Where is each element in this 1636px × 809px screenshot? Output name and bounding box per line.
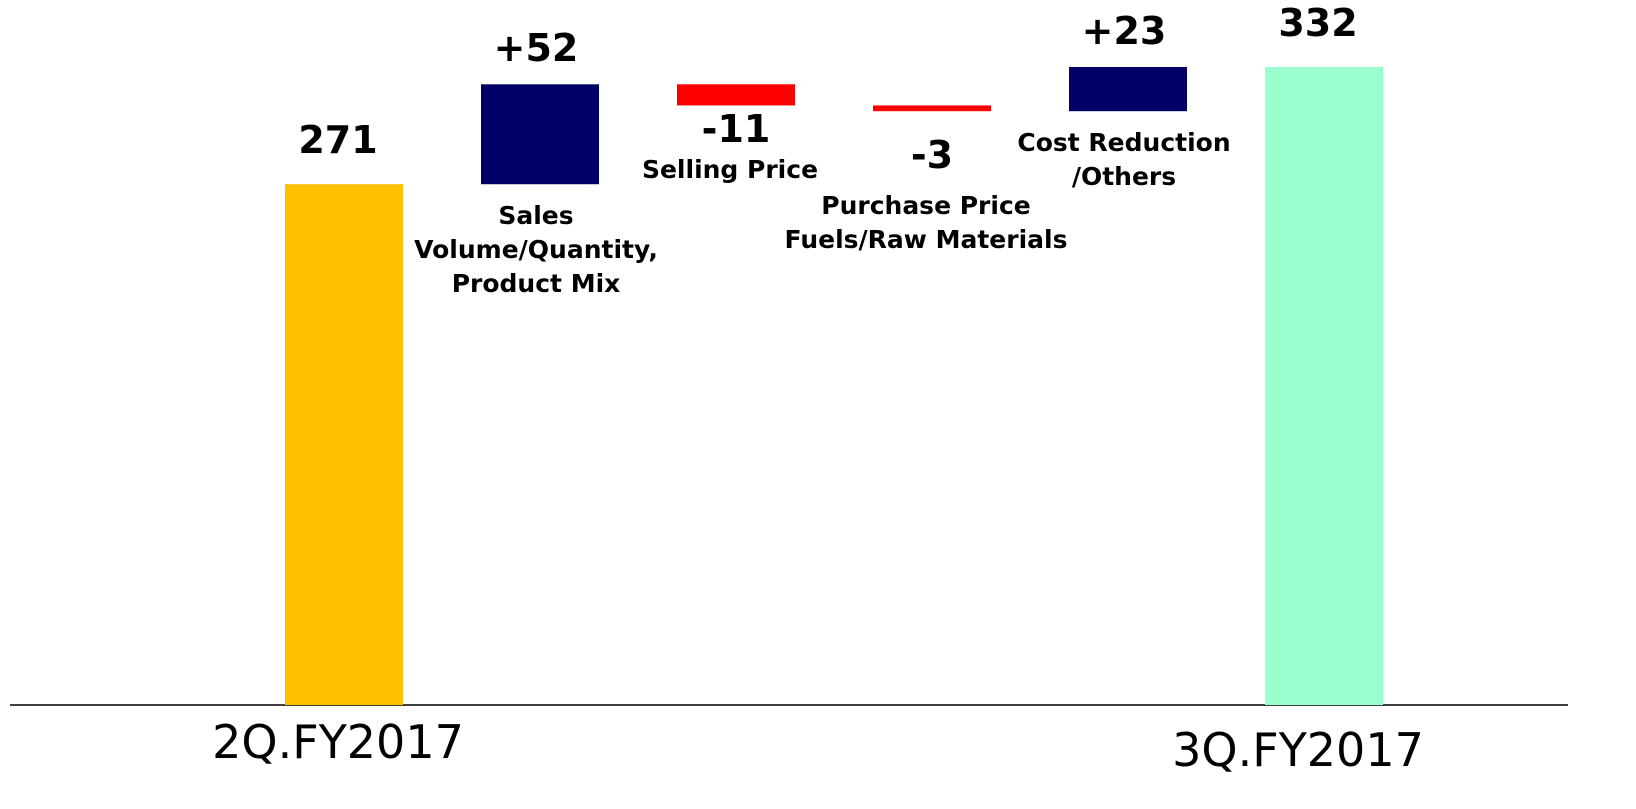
value-label: 271 <box>298 118 378 163</box>
value-label: +52 <box>493 26 579 71</box>
category-label: 2Q.FY2017 <box>212 715 464 769</box>
value-label: -3 <box>910 133 954 178</box>
bar <box>1069 67 1187 112</box>
bar <box>285 184 403 705</box>
category-label: Purchase Price Fuels/Raw Materials <box>784 191 1068 255</box>
category-label: Sales Volume/Quantity, Product Mix <box>414 201 658 299</box>
bar <box>873 105 991 112</box>
value-label: 332 <box>1278 1 1358 45</box>
category-label: Cost Reduction /Others <box>1017 128 1231 192</box>
bar <box>677 84 795 106</box>
category-label: Selling Price <box>641 155 819 185</box>
value-label: +23 <box>1081 9 1167 53</box>
category-label: 3Q.FY2017 <box>1172 723 1424 777</box>
bar <box>1265 67 1383 705</box>
bar <box>481 84 599 185</box>
value-label: -11 <box>701 107 771 152</box>
